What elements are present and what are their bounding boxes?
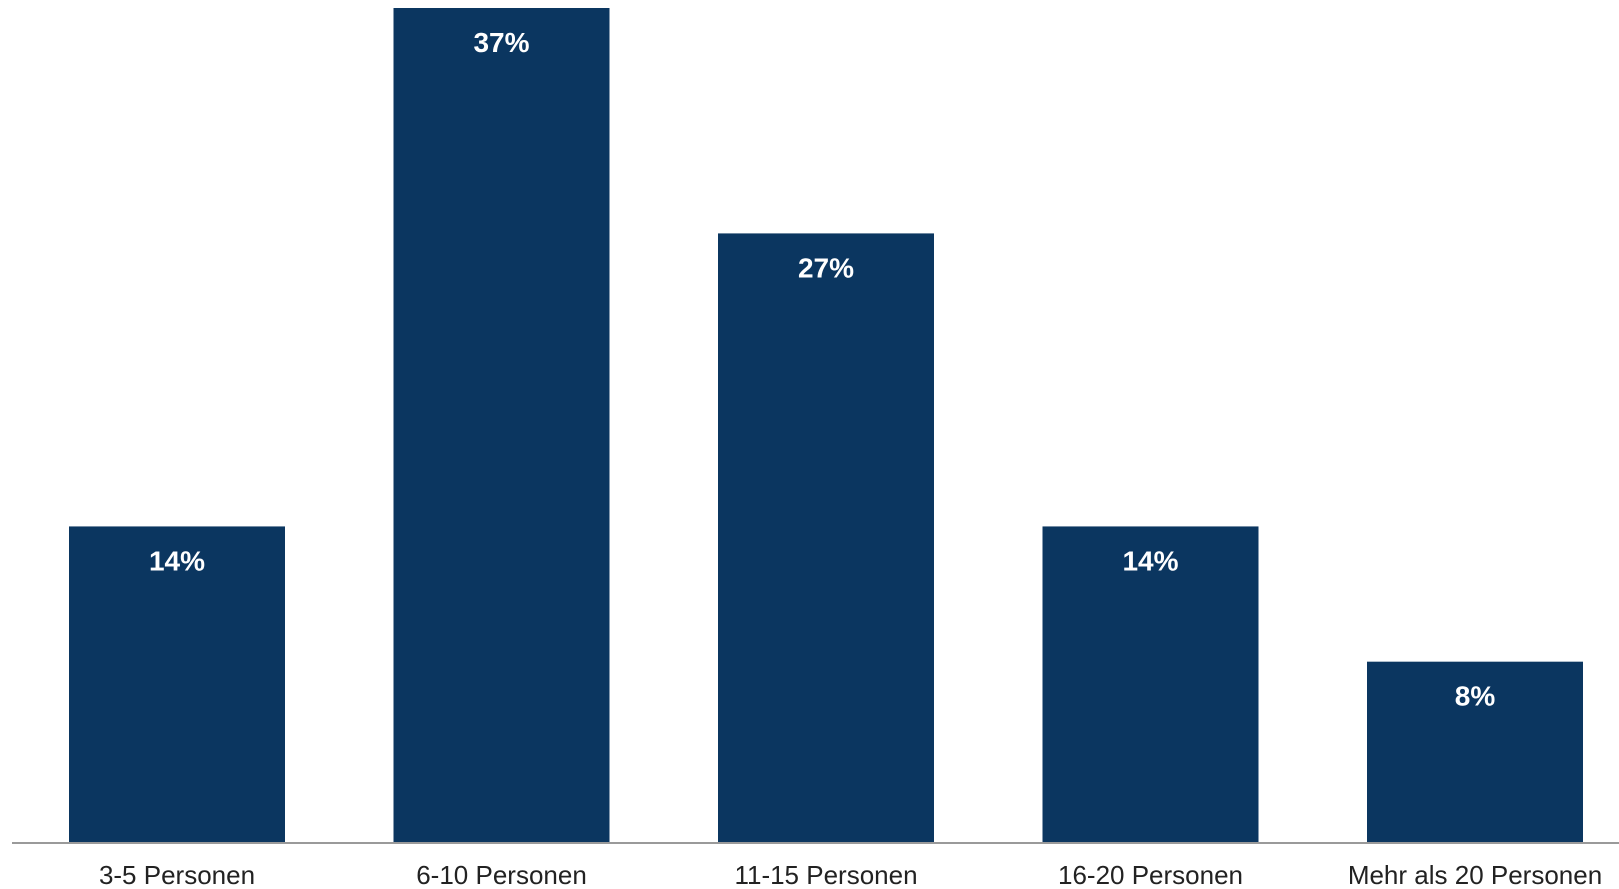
category-label-2: 11-15 Personen — [734, 860, 917, 889]
data-label-0: 14% — [149, 545, 205, 576]
data-label-1: 37% — [473, 27, 529, 58]
bar-4 — [1367, 661, 1583, 842]
bar-1 — [393, 8, 610, 842]
value-labels-group: 14% 37% 27% 14% 8% — [149, 27, 1495, 712]
category-labels-group: 3-5 Personen 6-10 Personen 11-15 Personen 1… — [99, 860, 1602, 889]
bar-3 — [1042, 526, 1259, 842]
category-label-3: 16-20 Personen — [1058, 860, 1243, 889]
data-label-4: 8% — [1455, 681, 1496, 712]
category-label-4: Mehr als 20 Personen — [1348, 860, 1602, 889]
bars-group — [69, 8, 1583, 843]
bar-2 — [718, 233, 934, 843]
category-label-0: 3-5 Personen — [99, 860, 255, 889]
category-label-1: 6-10 Personen — [416, 860, 587, 889]
bar-0 — [69, 526, 285, 842]
data-label-2: 27% — [798, 252, 854, 283]
data-label-3: 14% — [1122, 545, 1178, 576]
